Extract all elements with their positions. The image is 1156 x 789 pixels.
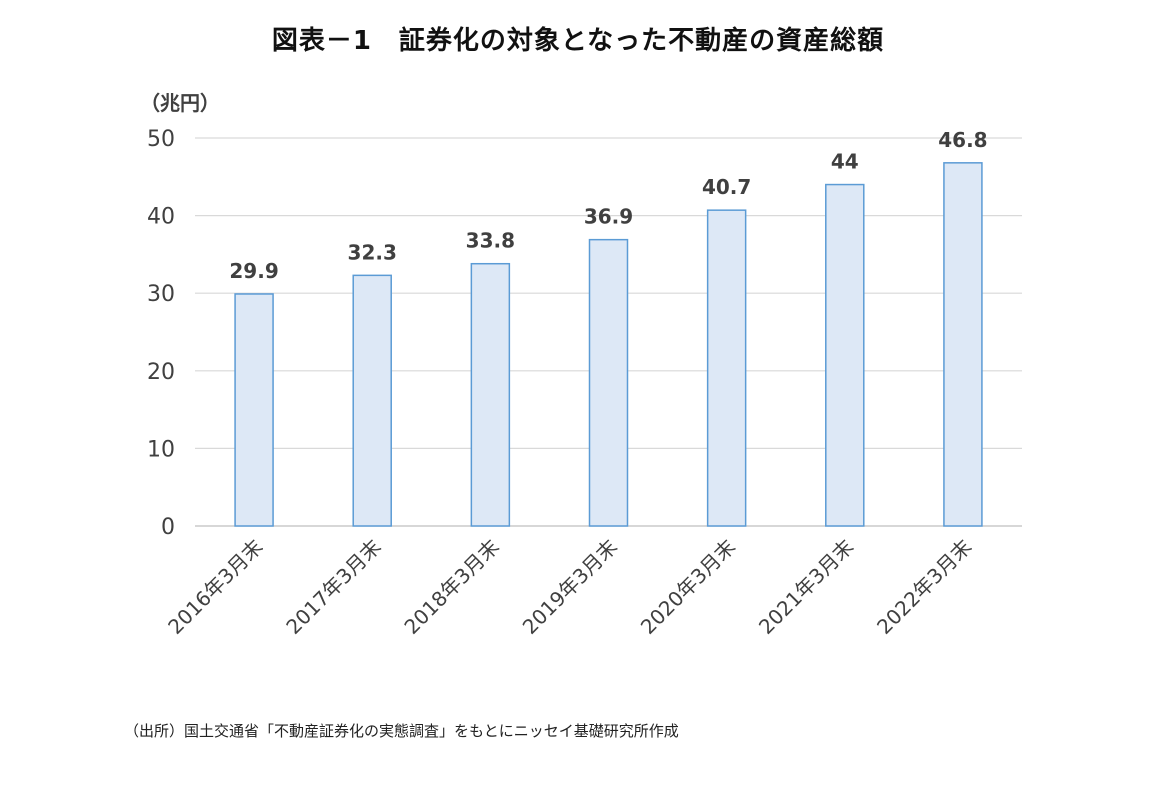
y-axis-ticks: 0 10 20 30 40 50	[147, 127, 175, 540]
y-tick-label: 20	[147, 360, 175, 385]
x-tick-label: 2022年3月末	[872, 535, 976, 639]
y-axis-unit-label: （兆円）	[140, 91, 220, 115]
data-label: 40.7	[702, 175, 751, 199]
x-tick-label: 2021年3月末	[754, 535, 858, 639]
data-labels: 29.9 32.3 33.8 36.9 40.7 44 46.8	[229, 128, 987, 283]
x-tick-label: 2017年3月末	[281, 535, 385, 639]
bar	[706, 209, 747, 527]
bar	[825, 183, 865, 527]
y-tick-label: 50	[147, 127, 175, 152]
x-tick-label: 2018年3月末	[400, 535, 504, 639]
y-tick-label: 0	[161, 515, 175, 540]
data-label: 46.8	[938, 128, 987, 152]
chart-title: 図表－1 証券化の対象となった不動産の資産総額	[271, 26, 885, 56]
data-label: 29.9	[229, 259, 278, 283]
x-tick-label: 2016年3月末	[163, 535, 267, 639]
bar	[234, 293, 274, 527]
bar	[470, 262, 511, 527]
y-tick-label: 40	[147, 205, 175, 230]
y-tick-label: 10	[147, 437, 175, 462]
y-tick-label: 30	[147, 282, 175, 307]
x-tick-label: 2019年3月末	[518, 535, 622, 639]
data-label: 33.8	[466, 229, 515, 253]
bar	[352, 274, 392, 527]
x-axis-ticks: 2016年3月末 2017年3月末 2018年3月末 2019年3月末 2020年3月末…	[163, 535, 976, 639]
x-tick-label: 2020年3月末	[636, 535, 740, 639]
data-label: 44	[831, 150, 859, 174]
data-label: 36.9	[584, 205, 633, 229]
source-note: （出所）国土交通省「不動産証券化の実態調査」をもとにニッセイ基礎研究所作成	[124, 722, 679, 740]
bar	[943, 162, 983, 527]
data-label: 32.3	[348, 240, 397, 264]
bars	[234, 162, 983, 527]
bar	[588, 238, 629, 527]
